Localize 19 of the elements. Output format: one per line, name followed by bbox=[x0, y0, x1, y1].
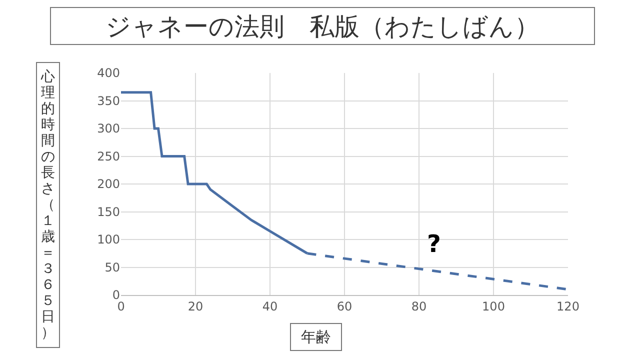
y-tick-label: 250 bbox=[97, 149, 120, 164]
y-tick-label: 400 bbox=[97, 66, 120, 80]
x-tick-label: 100 bbox=[482, 299, 505, 314]
y-tick-label: 100 bbox=[97, 232, 120, 247]
x-tick-label: 60 bbox=[336, 299, 352, 314]
x-tick-label: 40 bbox=[262, 299, 278, 314]
x-tick-label: 20 bbox=[188, 299, 204, 314]
annotation: ? bbox=[427, 230, 441, 258]
y-tick-label: 150 bbox=[97, 204, 120, 219]
y-tick-label: 50 bbox=[104, 260, 120, 274]
x-axis-title: 年齢 bbox=[290, 323, 342, 351]
y-tick-label: 300 bbox=[97, 122, 120, 136]
x-tick-label: 80 bbox=[411, 299, 427, 314]
y-tick-label: 0 bbox=[112, 288, 120, 302]
text: 心理的時間の長さ（１歳＝３６５日） bbox=[41, 69, 55, 341]
chart-title: ジャネーの法則 私版（わたしばん） bbox=[50, 7, 595, 45]
y-tick-label: 200 bbox=[97, 177, 120, 192]
y-tick-label: 350 bbox=[97, 94, 120, 108]
x-tick-label: 120 bbox=[556, 299, 580, 314]
